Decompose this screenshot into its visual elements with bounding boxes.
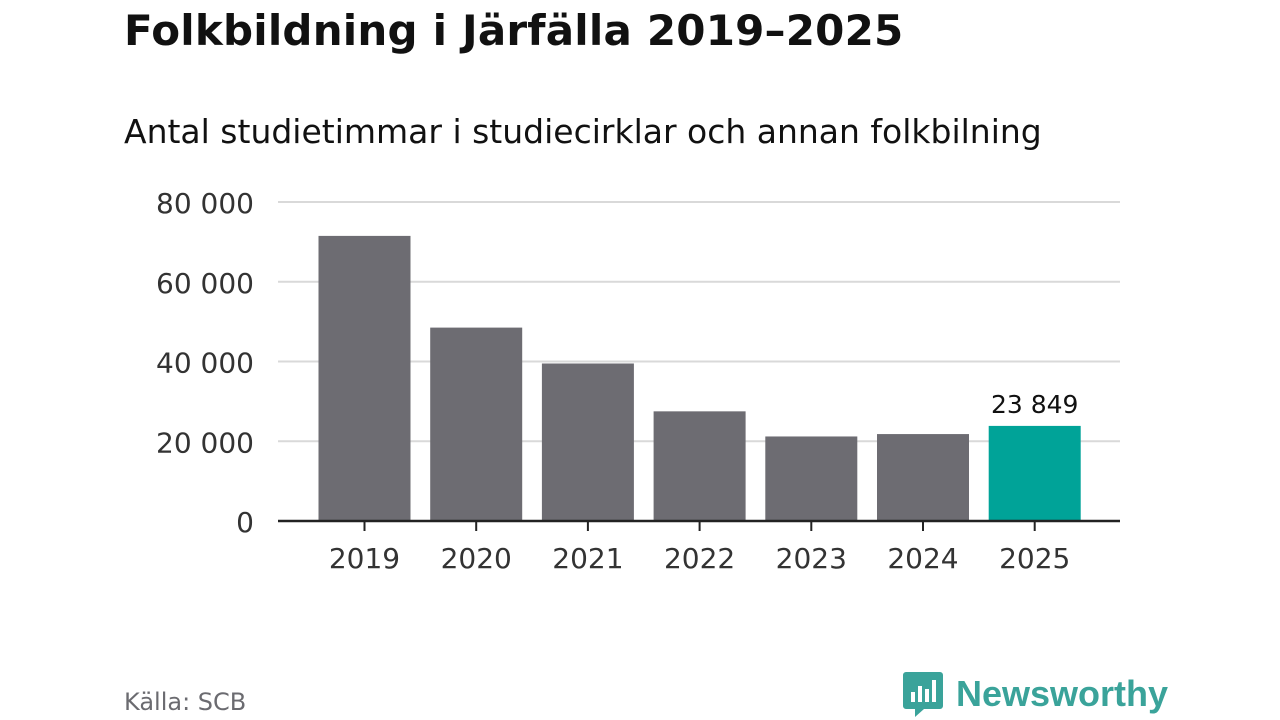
bar-2023 bbox=[765, 436, 858, 521]
x-tick-label: 2021 bbox=[552, 542, 623, 575]
data-label: 23 849 bbox=[991, 390, 1078, 419]
newsworthy-logo-text: Newsworthy bbox=[956, 673, 1169, 714]
bar-2024 bbox=[877, 434, 969, 521]
y-tick-label: 60 000 bbox=[156, 267, 254, 300]
x-tick-label: 2020 bbox=[441, 542, 512, 575]
x-tick-label: 2025 bbox=[999, 542, 1070, 575]
x-tick-label: 2019 bbox=[329, 542, 400, 575]
newsworthy-logo: Newsworthy bbox=[902, 670, 1168, 718]
y-tick-label: 0 bbox=[236, 506, 254, 539]
newsworthy-logo-icon bbox=[903, 672, 943, 717]
y-tick-label: 40 000 bbox=[156, 347, 254, 380]
y-tick-label: 20 000 bbox=[156, 426, 254, 459]
bar-2025 bbox=[988, 425, 1081, 521]
y-tick-label: 80 000 bbox=[156, 187, 254, 220]
chart-subtitle: Antal studietimmar i studiecirklar och a… bbox=[124, 112, 1042, 151]
bar-2019 bbox=[318, 235, 411, 522]
chart-title: Folkbildning i Järfälla 2019–2025 bbox=[124, 6, 904, 55]
x-tick-label: 2023 bbox=[776, 542, 847, 575]
source-note: Källa: SCB bbox=[124, 688, 247, 716]
bar-2021 bbox=[541, 363, 634, 521]
x-tick-label: 2022 bbox=[664, 542, 735, 575]
bar-2022 bbox=[653, 411, 746, 521]
bar-2020 bbox=[430, 327, 523, 521]
x-tick-label: 2024 bbox=[887, 542, 958, 575]
